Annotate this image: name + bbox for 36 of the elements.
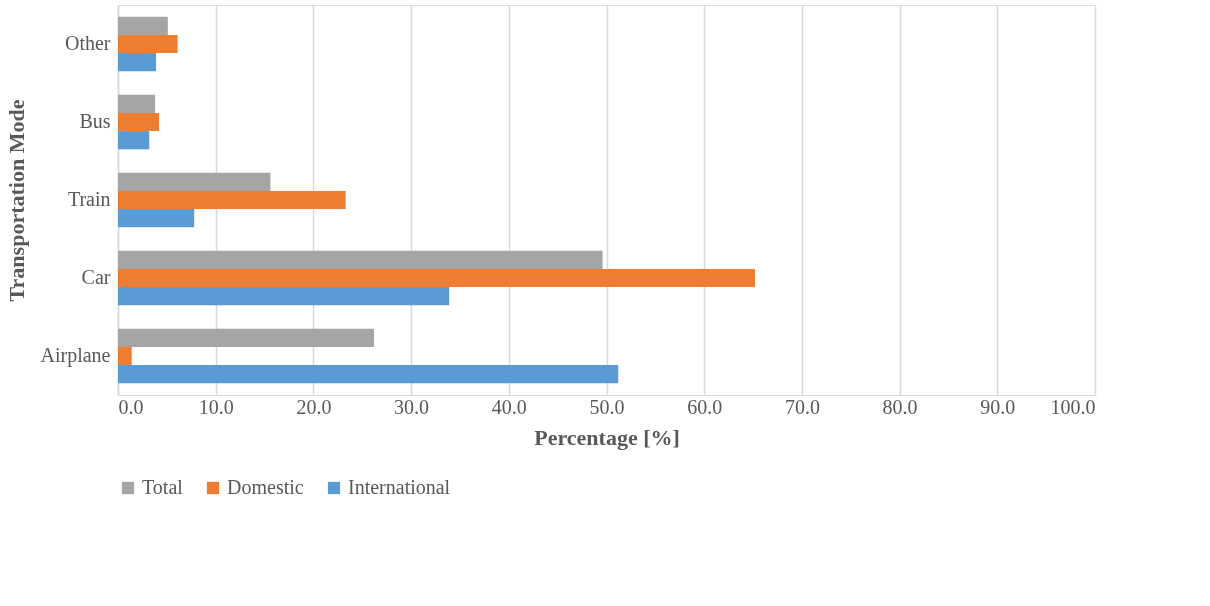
x-tick-label: 50.0 <box>589 395 625 418</box>
bar <box>118 328 374 347</box>
bar <box>118 34 178 54</box>
x-tick-label: 100.0 <box>1050 395 1096 418</box>
y-tick-label: Airplane <box>40 344 111 367</box>
x-tick-label: 90.0 <box>980 395 1016 418</box>
bar <box>118 346 132 366</box>
x-axis-title: Percentage [%] <box>534 424 680 450</box>
x-tick-label: 70.0 <box>784 395 820 418</box>
y-tick-label: Car <box>81 266 111 288</box>
y-tick-label: Train <box>67 188 111 210</box>
legend-label: International <box>348 476 451 498</box>
x-tick-label: 60.0 <box>687 395 723 418</box>
y-axis-title: Transportation Mode <box>3 99 29 302</box>
bar <box>118 287 450 306</box>
x-tick-label: 20.0 <box>296 395 332 418</box>
bar <box>118 268 755 288</box>
bar <box>118 172 271 191</box>
bar <box>118 250 603 269</box>
y-tick-label: Other <box>64 32 111 54</box>
bar <box>118 16 168 35</box>
bar <box>118 131 150 150</box>
legend-label: Domestic <box>227 476 304 498</box>
x-tick-label: 40.0 <box>491 395 527 418</box>
bar <box>118 94 156 113</box>
x-tick-label: 0.0 <box>118 395 144 418</box>
x-tick-label: 80.0 <box>882 395 918 418</box>
legend-label: Total <box>142 476 184 498</box>
bar <box>118 112 160 132</box>
bar <box>118 53 157 72</box>
x-tick-label: 30.0 <box>394 395 430 418</box>
bar <box>118 190 346 210</box>
x-tick-label: 10.0 <box>198 395 234 418</box>
y-tick-label: Bus <box>79 110 111 132</box>
bar <box>118 365 619 384</box>
bar <box>118 209 195 228</box>
